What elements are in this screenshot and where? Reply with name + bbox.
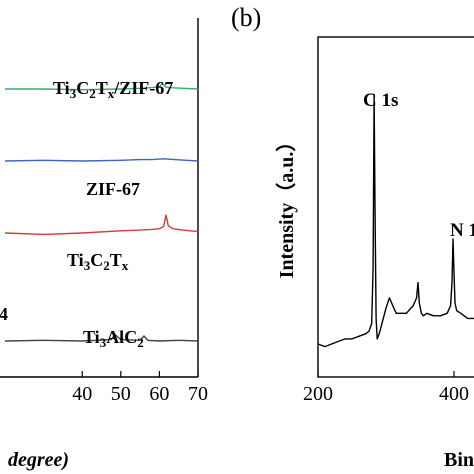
panel-label-b: (b): [231, 3, 261, 32]
xps-plot-frame: [317, 36, 474, 378]
cut-off-label: 4: [0, 304, 8, 324]
xrd-x-ticks: 40 50 60 70: [72, 371, 208, 405]
xps-x-tick-label: 200: [303, 383, 333, 405]
xps-x-tick-label: 400: [439, 383, 469, 405]
xps-y-axis-label: Intensity（a.u.）: [275, 132, 298, 279]
xps-survey-series: [317, 94, 474, 348]
xps-x-ticks: 200 400: [303, 371, 469, 405]
xrd-x-tick-label: 50: [111, 383, 131, 405]
xrd-x-tick-label: 70: [188, 383, 208, 405]
xrd-x-tick-label: 60: [149, 383, 169, 405]
xps-series-group: [317, 94, 474, 348]
series-label-mxene: Ti3C2Tx: [67, 250, 129, 273]
series-label-zif-composite: Ti3C2Tx/ZIF-67: [53, 78, 173, 101]
xrd-series-max: [4, 333, 199, 342]
xrd-x-axis-label: degree): [8, 449, 69, 471]
peak-label-c1s: C 1s: [363, 90, 398, 111]
xrd-series-group: [4, 82, 199, 342]
xrd-series-mxene: [4, 214, 199, 236]
xrd-series-zif-composite: [5, 82, 199, 91]
xps-panel: (b) 200 400 C 1s N 1 Intensity（a.u.） Bin: [231, 3, 474, 471]
series-label-zif67: ZIF-67: [86, 179, 140, 199]
xrd-x-tick-label: 40: [72, 383, 92, 405]
xps-x-axis-label: Bin: [444, 449, 474, 471]
xrd-series-zif67: [4, 158, 199, 162]
series-label-max: Ti3AlC2: [83, 327, 144, 350]
peak-label-n1: N 1: [450, 220, 474, 241]
xrd-panel: 40 50 60 70 Ti3C2Tx/ZIF-67 ZIF-67 Ti3C2Tx T…: [0, 18, 208, 471]
